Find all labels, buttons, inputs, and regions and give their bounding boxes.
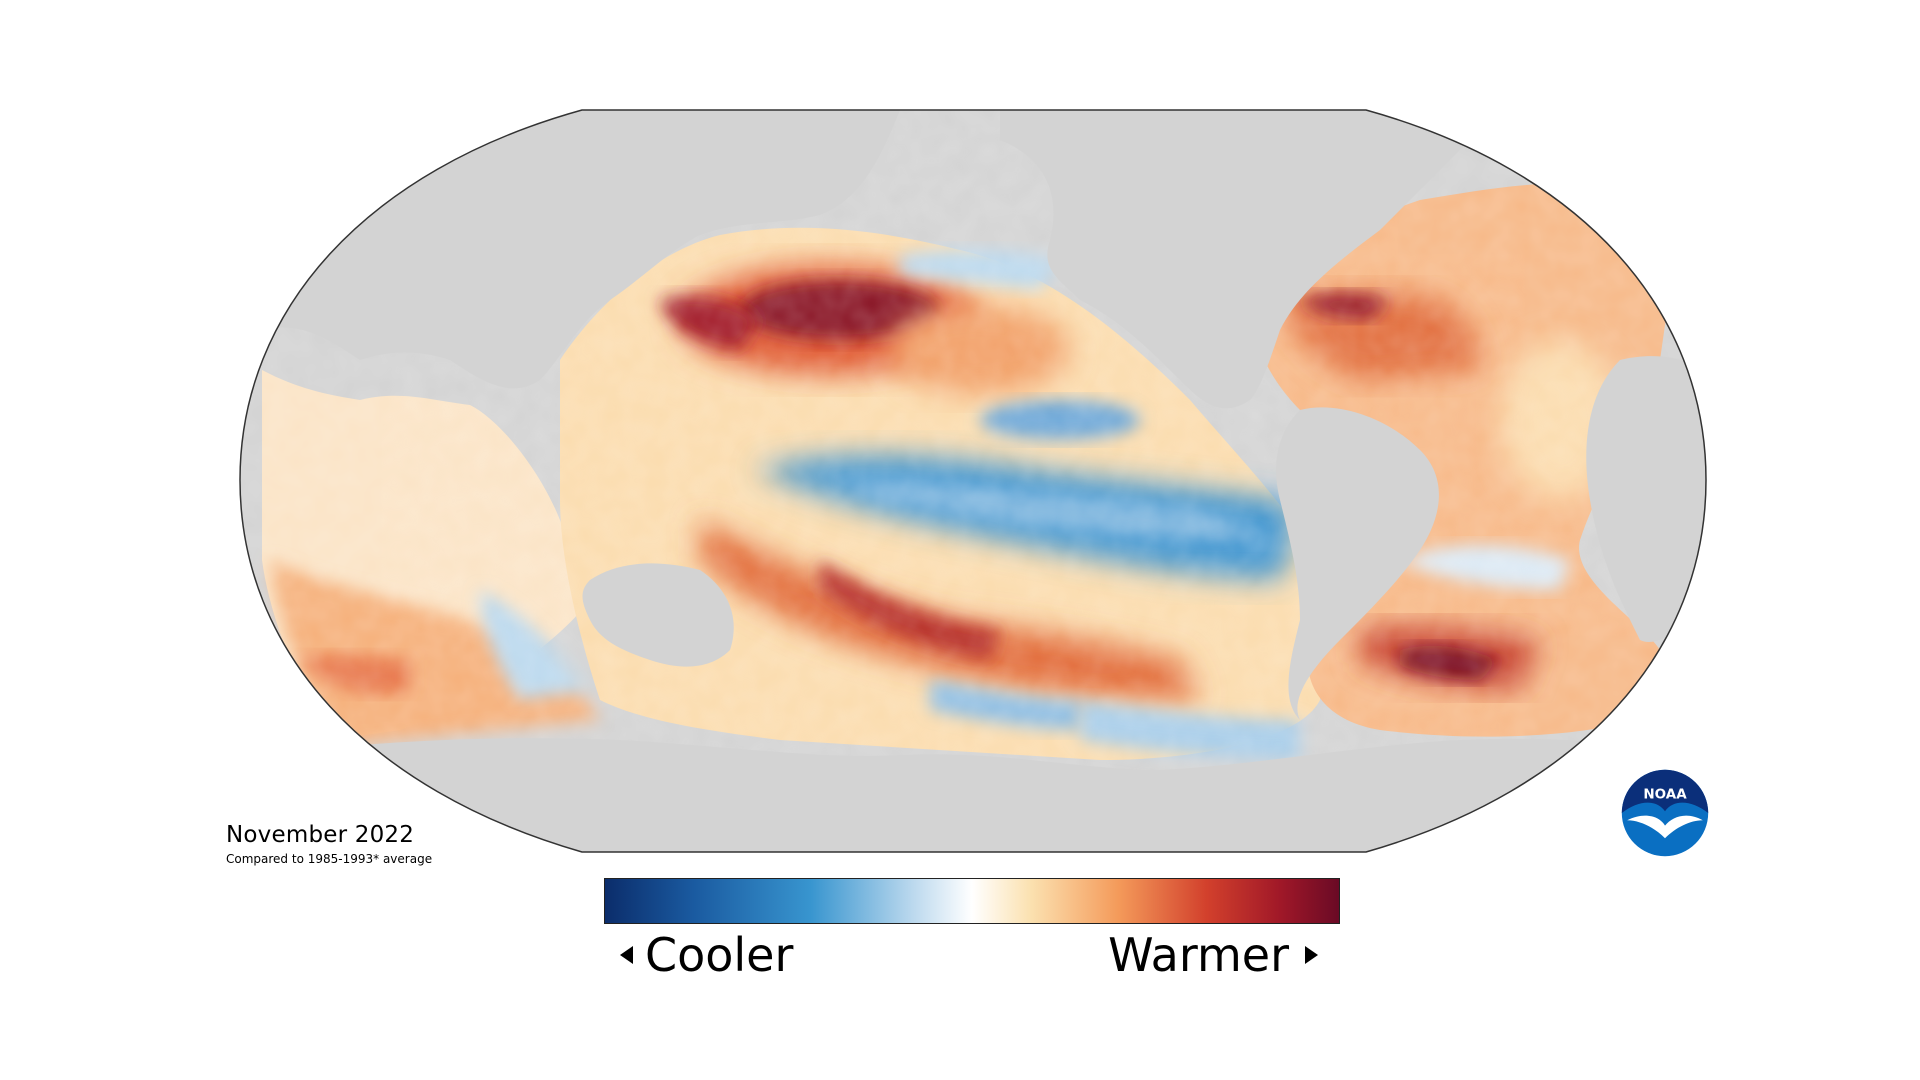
legend-cooler: Cooler bbox=[620, 928, 793, 982]
noaa-logo-icon: NOAA bbox=[1621, 769, 1709, 857]
legend-warmer: Warmer bbox=[1108, 928, 1318, 982]
right-arrow-icon bbox=[1305, 946, 1318, 964]
noaa-logo-text: NOAA bbox=[1643, 787, 1687, 803]
legend-cooler-label: Cooler bbox=[645, 928, 794, 982]
map-date-label: November 2022 bbox=[226, 822, 415, 848]
baseline-note: Compared to 1985-1993* average bbox=[226, 852, 433, 866]
temperature-colorbar bbox=[604, 878, 1340, 924]
ocean-layer bbox=[240, 110, 1706, 852]
left-arrow-icon bbox=[620, 946, 633, 964]
land-masses bbox=[240, 110, 1706, 852]
globe-outline bbox=[239, 109, 1707, 853]
legend-warmer-label: Warmer bbox=[1108, 928, 1289, 982]
